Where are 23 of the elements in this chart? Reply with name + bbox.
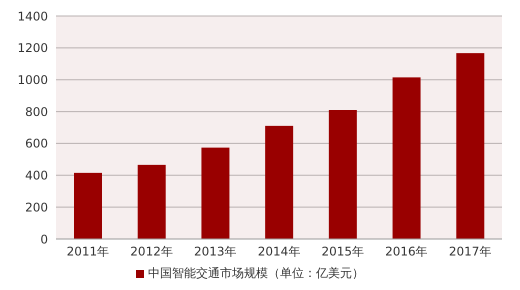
x-tick-label: 2017年 xyxy=(448,244,492,259)
x-tick-label: 2014年 xyxy=(258,244,300,259)
x-tick-label: 2012年 xyxy=(130,244,173,259)
y-tick-label: 400 xyxy=(25,168,48,183)
y-tick-label: 600 xyxy=(25,136,48,151)
bar xyxy=(74,172,102,239)
x-tick-label: 2016年 xyxy=(385,244,428,259)
y-tick-label: 1200 xyxy=(17,41,48,56)
bar xyxy=(265,126,294,239)
bar xyxy=(328,110,357,239)
bar xyxy=(138,164,166,239)
x-tick-label: 2015年 xyxy=(321,244,364,259)
x-tick-label: 2013年 xyxy=(194,244,237,259)
bar xyxy=(392,77,421,239)
y-tick-label: 0 xyxy=(40,232,48,246)
y-tick-label: 200 xyxy=(25,200,48,214)
x-tick-label: 2011年 xyxy=(66,244,110,259)
legend-label: 中国智能交通市场规模（单位：亿美元） xyxy=(148,266,364,280)
bar xyxy=(456,53,484,239)
y-tick-label: 1400 xyxy=(17,9,48,24)
y-tick-label: 1000 xyxy=(17,72,48,87)
bar xyxy=(201,148,230,239)
y-tick-label: 800 xyxy=(25,104,48,119)
